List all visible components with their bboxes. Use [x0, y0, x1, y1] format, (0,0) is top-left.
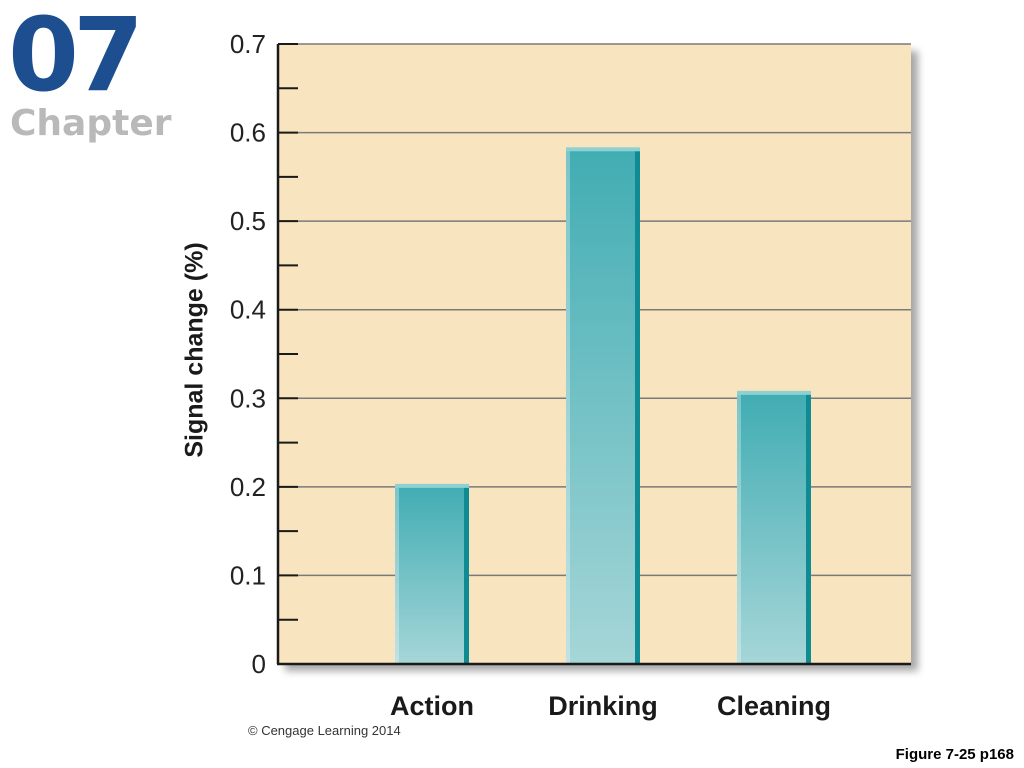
chapter-word: Chapter	[10, 103, 172, 144]
chapter-brand: 07 Chapter	[8, 0, 172, 144]
y-tick-labels: 0 0.1 0.2 0.3 0.4 0.5 0.6 0.7	[230, 29, 266, 679]
x-category-label: Action	[390, 691, 474, 721]
x-category-label: Cleaning	[717, 691, 831, 721]
bar-cap	[395, 483, 469, 488]
y-axis-title: Signal change (%)	[181, 242, 209, 457]
bar-edge	[806, 393, 811, 664]
copyright-notice: © Cengage Learning 2014	[248, 723, 401, 738]
chapter-number: 07	[8, 0, 144, 115]
y-tick-label: 0.5	[230, 206, 266, 236]
bar-action	[395, 486, 469, 664]
bar-cap	[737, 390, 811, 395]
bar-cleaning	[737, 393, 811, 664]
y-tick-label: 0.3	[230, 383, 266, 413]
y-tick-label: 0.1	[230, 560, 266, 590]
bar-edge	[464, 486, 469, 664]
x-category-labels: Action Drinking Cleaning	[390, 691, 831, 721]
bar-highlight	[395, 486, 399, 664]
bar-highlight	[737, 393, 741, 664]
y-tick-label: 0.4	[230, 295, 266, 325]
y-tick-label: 0.7	[230, 29, 266, 59]
bar-edge	[635, 150, 640, 665]
bar-drinking	[566, 150, 640, 665]
y-tick-label: 0.2	[230, 472, 266, 502]
y-tick-label: 0	[252, 649, 266, 679]
bars	[395, 147, 811, 665]
bar-highlight	[566, 150, 570, 665]
bar-cap	[566, 147, 640, 152]
y-tick-label: 0.6	[230, 118, 266, 148]
x-category-label: Drinking	[548, 691, 658, 721]
figure-reference: Figure 7-25 p168	[895, 746, 1014, 763]
